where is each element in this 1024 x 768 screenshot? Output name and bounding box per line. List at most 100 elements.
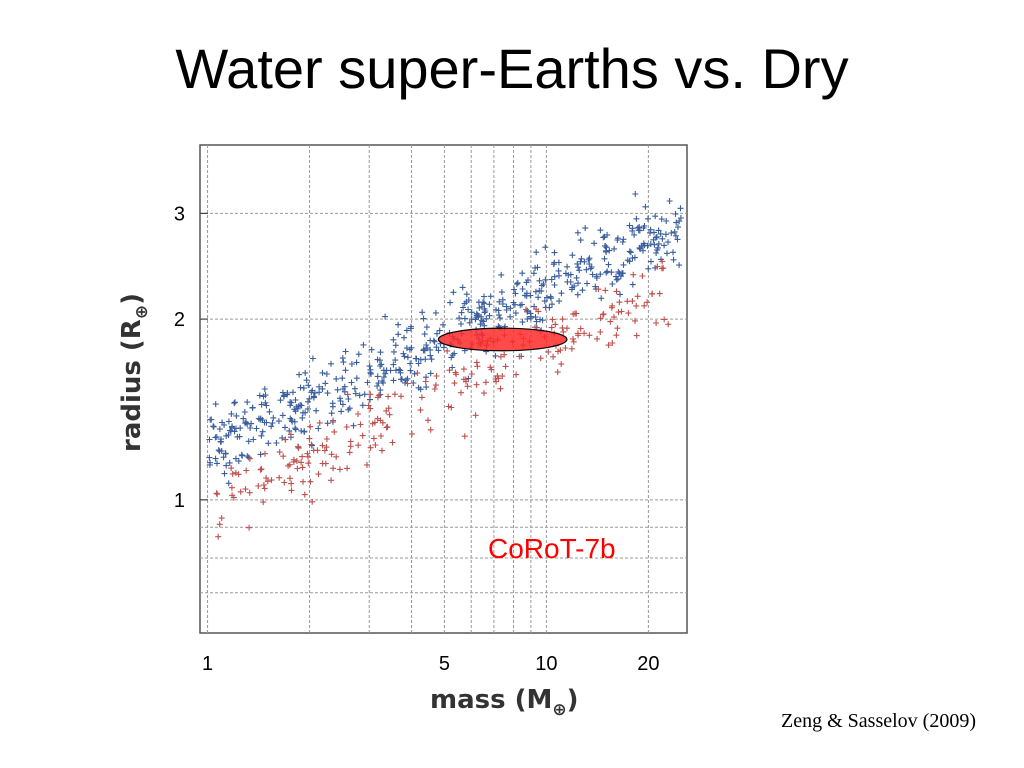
data-point-marker — [214, 460, 220, 467]
data-point-marker — [634, 293, 641, 300]
data-point-marker — [604, 268, 611, 275]
data-point-marker — [545, 348, 552, 355]
data-point-marker — [359, 402, 366, 409]
data-point-marker — [378, 433, 384, 439]
data-point-marker — [493, 378, 500, 385]
data-point-marker — [655, 227, 662, 234]
data-point-marker — [244, 421, 251, 428]
data-point-marker — [323, 444, 330, 451]
data-point-marker — [551, 249, 558, 256]
data-point-marker — [575, 264, 582, 271]
data-point-marker — [342, 348, 349, 355]
tick-labels: 1 2 3 1 5 10 20 — [174, 203, 660, 675]
data-point-marker — [310, 394, 317, 401]
data-point-marker — [625, 310, 632, 317]
data-point-marker — [270, 414, 277, 421]
data-point-marker — [618, 308, 625, 315]
data-point-marker — [481, 390, 487, 397]
data-point-marker — [677, 215, 684, 221]
data-point-marker — [677, 205, 684, 212]
data-point-marker — [432, 309, 439, 316]
x-tick-label: 1 — [202, 653, 213, 675]
y-tick-label: 3 — [174, 203, 185, 225]
data-point-marker — [374, 415, 381, 422]
data-point-marker — [316, 383, 323, 390]
data-point-marker — [532, 288, 539, 295]
data-point-marker — [554, 369, 561, 376]
data-point-marker — [601, 255, 608, 262]
data-point-marker — [232, 399, 238, 406]
data-point-marker — [262, 392, 269, 399]
data-point-marker — [533, 249, 540, 256]
data-point-marker — [323, 371, 330, 377]
data-point-marker — [367, 405, 374, 412]
data-point-marker — [511, 286, 518, 293]
data-point-marker — [307, 478, 314, 485]
data-point-marker — [364, 379, 371, 386]
data-point-marker — [408, 344, 415, 351]
data-point-marker — [473, 381, 480, 388]
data-point-marker — [456, 315, 463, 322]
data-point-marker — [353, 359, 360, 366]
data-point-marker — [558, 361, 565, 368]
data-point-marker — [308, 441, 315, 448]
data-point-marker — [584, 280, 590, 287]
data-point-marker — [218, 438, 225, 445]
data-point-marker — [366, 363, 373, 370]
data-point-marker — [214, 491, 221, 498]
data-point-marker — [368, 371, 374, 377]
data-point-marker — [361, 391, 368, 398]
data-point-marker — [342, 367, 349, 374]
data-point-marker — [227, 427, 233, 434]
data-point-marker — [668, 230, 675, 236]
data-point-marker — [633, 215, 640, 222]
data-point-marker — [339, 355, 346, 362]
data-point-marker — [306, 395, 313, 402]
data-point-marker — [641, 242, 648, 249]
data-point-marker — [229, 492, 236, 499]
data-point-marker — [480, 318, 487, 325]
data-point-marker — [636, 227, 643, 234]
data-point-marker — [263, 402, 270, 409]
data-point-marker — [593, 273, 600, 280]
data-point-marker — [661, 242, 668, 249]
data-point-marker — [235, 471, 242, 478]
data-point-marker — [460, 304, 467, 311]
data-point-marker — [498, 289, 505, 296]
data-point-marker — [330, 417, 337, 424]
data-point-marker — [583, 266, 590, 273]
data-point-marker — [290, 458, 297, 465]
data-point-marker — [549, 301, 555, 308]
data-point-marker — [461, 315, 468, 322]
data-point-marker — [279, 412, 286, 419]
data-point-marker — [473, 359, 480, 366]
data-point-marker — [417, 407, 424, 414]
data-point-marker — [299, 414, 306, 421]
data-point-marker — [436, 327, 443, 334]
data-point-marker — [367, 396, 373, 403]
data-point-marker — [316, 419, 323, 426]
data-point-marker — [597, 329, 604, 335]
data-point-marker — [595, 286, 602, 293]
data-point-marker — [661, 316, 668, 323]
data-point-marker — [346, 405, 353, 412]
dry-series — [213, 258, 672, 540]
data-point-marker — [351, 385, 358, 392]
data-point-marker — [424, 345, 431, 352]
data-point-marker — [465, 297, 472, 303]
data-point-marker — [390, 361, 397, 368]
data-point-marker — [568, 286, 575, 293]
data-point-marker — [556, 272, 562, 279]
data-point-marker — [656, 290, 663, 297]
data-point-marker — [385, 405, 392, 412]
data-point-marker — [532, 314, 539, 321]
data-point-marker — [216, 426, 223, 433]
data-point-marker — [607, 318, 614, 325]
data-point-marker — [663, 218, 670, 224]
data-point-marker — [232, 455, 239, 462]
data-point-marker — [220, 454, 227, 461]
data-point-marker — [629, 281, 636, 288]
data-point-marker — [328, 451, 335, 458]
data-point-marker — [223, 462, 230, 469]
highlight-label: CoRoT-7b — [488, 533, 616, 564]
